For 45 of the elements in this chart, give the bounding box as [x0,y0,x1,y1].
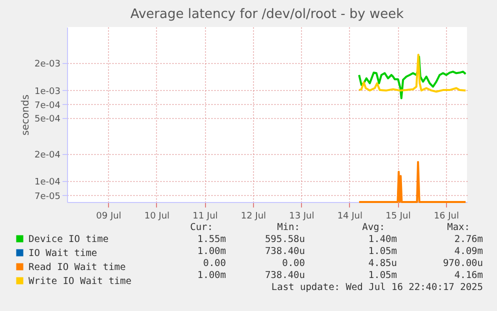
text: Avg: [362,222,385,234]
y-tick-label: 5e-04 [34,114,61,124]
text: 1.00m [197,270,226,282]
text: 1.55m [197,234,226,246]
x-tick-label: 15 Jul [386,212,411,222]
x-tick-label: 10 Jul [144,212,170,222]
x-tick-label: 11 Jul [192,212,218,222]
text: 4.85u [368,258,397,270]
text: 0.00 [203,258,226,270]
legend-label: Write IO Wait time [28,276,132,287]
y-tick-label: 7e-05 [34,192,60,202]
text: 4.16m [454,270,483,282]
text: 4.09m [454,246,483,258]
text: 595.58u [264,234,305,246]
text: Max: [447,222,470,234]
text: 1.40m [368,234,397,246]
text: 1.00m [197,246,226,258]
line-series [358,54,467,93]
text: 1.05m [368,246,397,258]
y-tick-label: 7e-04 [34,101,61,111]
text: 2.76m [454,234,483,246]
y-tick-label: 2e-04 [34,150,61,160]
text: Last update: Wed Jul 16 22:40:17 2025 [271,282,483,294]
legend-label: IO Wait time [28,248,98,259]
line-series [358,160,467,203]
y-tick-label: 1e-03 [34,86,60,97]
legend-label: Read IO Wait time [28,262,126,273]
x-tick-label: 13 Jul [289,212,314,222]
text: Cur: [190,222,213,234]
x-tick-label: 14 Jul [337,212,362,222]
line-series [358,56,467,100]
x-tick-label: 16 Jul [434,212,459,222]
y-tick-label: 1e-04 [34,178,61,188]
chart-title: Average latency for /dev/ol/root - by week [130,7,404,22]
text: 970.00u [442,258,483,270]
text: 1.05m [368,270,397,282]
y-axis-title: seconds [20,94,32,136]
legend-label: Device IO time [28,234,109,245]
text: 738.40u [264,246,305,258]
y-tick-label: 2e-03 [34,60,60,70]
x-tick-label: 12 Jul [240,212,266,222]
text: 0.00 [282,258,305,270]
text: Min: [277,222,300,234]
text: 738.40u [264,270,305,282]
x-tick-label: 09 Jul [96,212,122,222]
